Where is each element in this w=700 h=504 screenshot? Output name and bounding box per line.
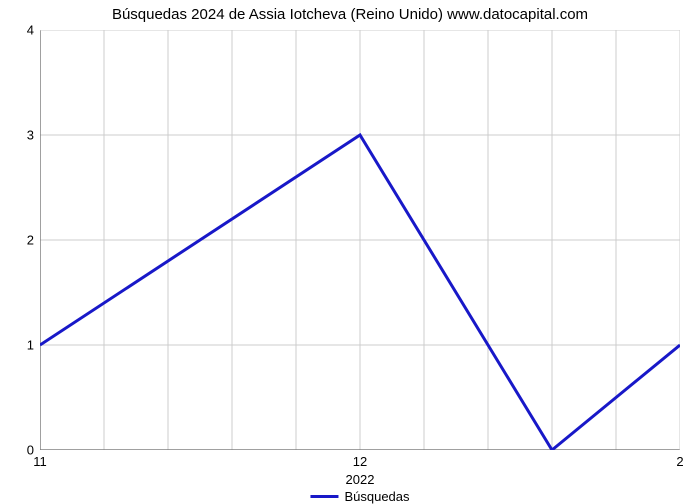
- y-tick-label: 2: [4, 233, 34, 248]
- plot-area: [40, 30, 680, 450]
- legend-swatch: [310, 495, 338, 498]
- legend-label: Búsquedas: [344, 489, 409, 504]
- x-tick-label: 12: [353, 454, 367, 469]
- y-tick-label: 3: [4, 128, 34, 143]
- chart-container: Búsquedas 2024 de Assia Iotcheva (Reino …: [0, 0, 700, 500]
- x-tick-label: 2: [676, 454, 683, 469]
- x-axis-sublabel: 2022: [346, 472, 375, 487]
- legend: Búsquedas: [310, 488, 409, 504]
- y-tick-label: 0: [4, 443, 34, 458]
- y-tick-label: 4: [4, 23, 34, 38]
- y-tick-label: 1: [4, 338, 34, 353]
- chart-title: Búsquedas 2024 de Assia Iotcheva (Reino …: [0, 6, 700, 23]
- x-tick-label: 11: [33, 454, 47, 469]
